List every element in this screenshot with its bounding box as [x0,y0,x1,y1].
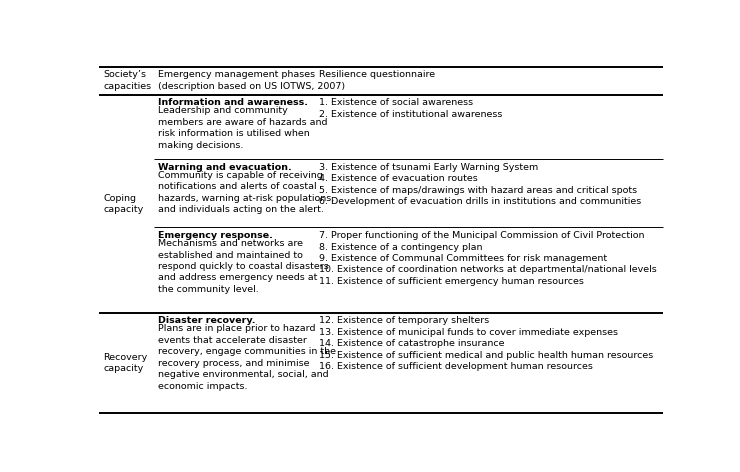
Text: Plans are in place prior to hazard
events that accelerate disaster
recovery, eng: Plans are in place prior to hazard event… [158,324,337,391]
Text: Information and awareness.: Information and awareness. [158,99,309,108]
Text: Mechanisms and networks are
established and maintained to
respond quickly to coa: Mechanisms and networks are established … [158,239,329,294]
Text: Resilience questionnaire: Resilience questionnaire [319,70,435,79]
Text: Warning and evacuation.: Warning and evacuation. [158,163,292,172]
Text: Coping
capacity: Coping capacity [104,194,144,214]
Text: Disaster recovery.: Disaster recovery. [158,317,256,326]
Text: Society’s
capacities: Society’s capacities [104,70,152,91]
Text: Emergency response.: Emergency response. [158,231,273,240]
Text: 12. Existence of temporary shelters
13. Existence of municipal funds to cover im: 12. Existence of temporary shelters 13. … [319,317,653,371]
Text: 7. Proper functioning of the Municipal Commission of Civil Protection
8. Existen: 7. Proper functioning of the Municipal C… [319,231,657,286]
Text: Emergency management phases
(description based on US IOTWS, 2007): Emergency management phases (description… [158,70,346,91]
Text: Recovery
capacity: Recovery capacity [104,353,148,373]
Text: Community is capable of receiving
notifications and alerts of coastal
hazards, w: Community is capable of receiving notifi… [158,171,334,214]
Text: 3. Existence of tsunami Early Warning System
4. Existence of evacuation routes
5: 3. Existence of tsunami Early Warning Sy… [319,163,642,206]
Text: 1. Existence of social awareness
2. Existence of institutional awareness: 1. Existence of social awareness 2. Exis… [319,99,502,119]
Text: Leadership and community
members are aware of hazards and
risk information is ut: Leadership and community members are awa… [158,106,328,150]
